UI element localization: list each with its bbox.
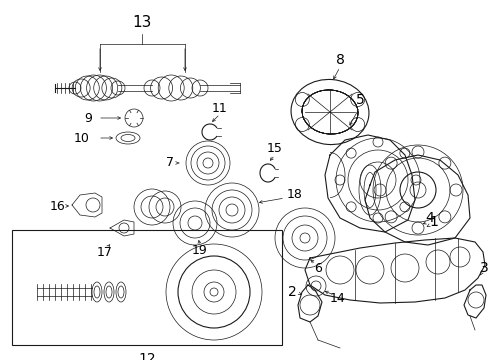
Text: 3: 3 — [479, 261, 488, 275]
Text: 2: 2 — [287, 285, 296, 299]
Text: 19: 19 — [192, 243, 207, 256]
Text: 13: 13 — [132, 15, 151, 30]
Text: 1: 1 — [428, 215, 438, 229]
Text: 14: 14 — [329, 292, 345, 305]
Text: 16: 16 — [50, 199, 66, 212]
Text: 4: 4 — [425, 211, 433, 225]
Text: 9: 9 — [84, 112, 92, 125]
Bar — [12, 230, 282, 345]
Text: 11: 11 — [212, 102, 227, 114]
Text: 5: 5 — [355, 93, 364, 107]
Text: 12: 12 — [138, 352, 156, 360]
Text: 17: 17 — [97, 246, 113, 258]
Text: 6: 6 — [313, 261, 321, 274]
Text: 7: 7 — [165, 157, 174, 170]
Text: 15: 15 — [266, 141, 283, 154]
Text: 8: 8 — [335, 53, 344, 67]
Text: 10: 10 — [74, 131, 90, 144]
Text: 18: 18 — [286, 189, 303, 202]
